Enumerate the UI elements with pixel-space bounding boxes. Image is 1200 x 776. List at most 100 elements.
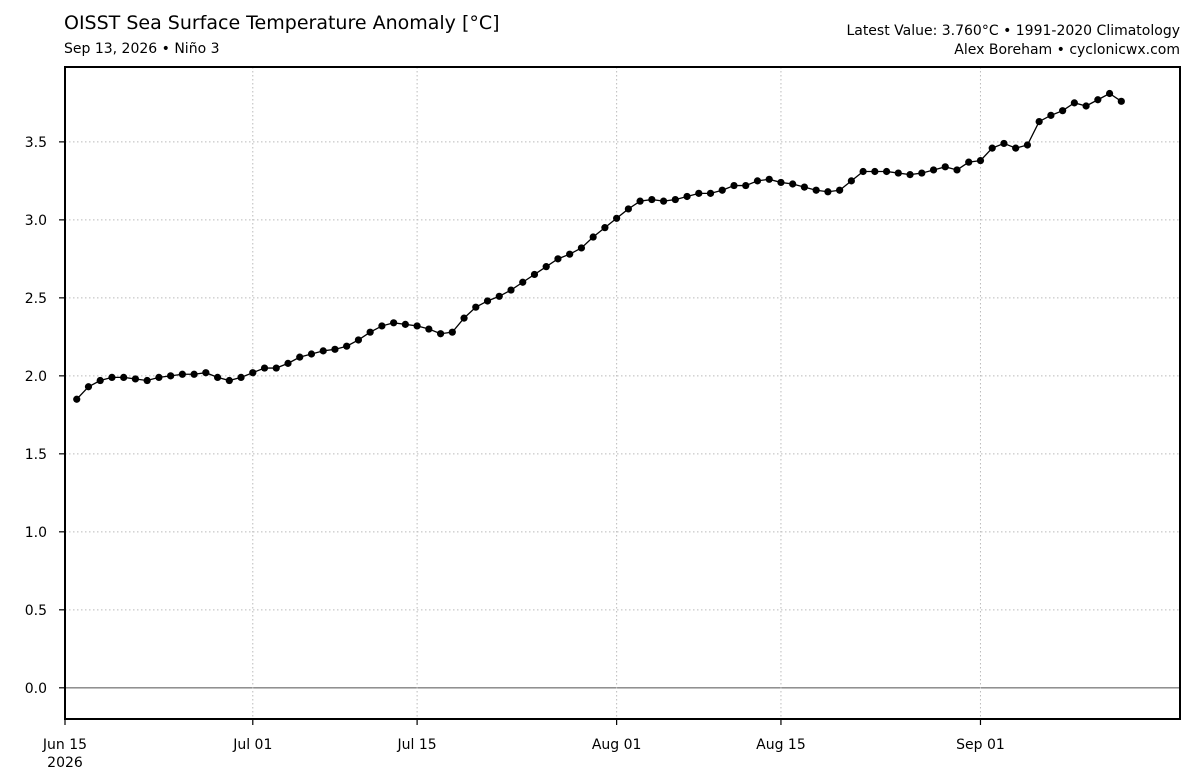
data-point xyxy=(108,373,116,382)
data-point xyxy=(671,195,679,204)
data-point xyxy=(460,314,468,322)
x-tick-label: Sep 01 xyxy=(956,737,1005,753)
data-point xyxy=(120,373,128,382)
chart-title: OISST Sea Surface Temperature Anomaly [°… xyxy=(64,12,500,34)
data-point xyxy=(542,263,550,271)
data-point xyxy=(882,167,891,176)
data-point xyxy=(730,181,738,190)
data-point xyxy=(448,328,456,336)
data-point xyxy=(401,320,409,328)
data-point xyxy=(260,364,269,372)
x-tick-label: Jun 15 xyxy=(42,737,87,753)
y-tick-label: 1.0 xyxy=(25,525,47,541)
data-point xyxy=(765,175,773,183)
data-point xyxy=(753,177,762,185)
data-point xyxy=(918,169,926,177)
data-point xyxy=(530,270,539,279)
data-point xyxy=(742,181,750,190)
data-point xyxy=(296,353,304,361)
x-tick-label: Jul 15 xyxy=(397,737,437,753)
data-point xyxy=(941,163,949,171)
series-line xyxy=(76,92,1122,400)
data-point xyxy=(1070,99,1078,107)
x-tick-sublabel: 2026 xyxy=(47,755,83,771)
data-point xyxy=(307,350,316,358)
data-point xyxy=(894,169,902,177)
data-point xyxy=(706,189,715,197)
data-point xyxy=(953,166,961,174)
data-point xyxy=(237,373,245,382)
data-point xyxy=(695,189,703,197)
y-tick-label: 1.5 xyxy=(25,447,47,463)
y-tick-label: 3.0 xyxy=(25,213,47,229)
data-point xyxy=(648,195,656,204)
grid-layer xyxy=(65,67,1180,719)
data-point xyxy=(859,167,867,176)
data-point xyxy=(284,359,292,367)
data-point xyxy=(472,303,480,311)
data-point xyxy=(718,186,726,194)
chart-subtitle: Sep 13, 2026 • Niño 3 xyxy=(64,41,220,57)
data-point xyxy=(272,364,280,372)
data-point xyxy=(413,322,421,330)
data-point xyxy=(96,376,104,385)
data-point xyxy=(143,376,151,385)
data-point xyxy=(624,205,632,213)
data-point xyxy=(683,192,691,201)
data-point xyxy=(495,292,503,300)
data-point xyxy=(871,167,879,176)
data-point xyxy=(483,297,492,305)
data-point xyxy=(519,278,527,286)
data-point xyxy=(659,197,668,205)
x-tick-label: Aug 01 xyxy=(592,737,642,753)
data-point xyxy=(155,373,163,382)
data-point xyxy=(331,345,339,353)
data-point xyxy=(1105,89,1114,98)
data-point xyxy=(390,319,398,327)
data-point xyxy=(906,171,914,179)
data-point xyxy=(812,186,820,194)
data-point xyxy=(354,336,363,344)
data-point xyxy=(824,188,832,196)
data-point xyxy=(636,197,644,205)
x-tick-label: Aug 15 xyxy=(756,737,806,753)
data-point xyxy=(1000,139,1008,148)
credit-label: Alex Boreham • cyclonicwx.com xyxy=(954,42,1180,58)
data-point xyxy=(73,395,81,403)
data-point xyxy=(1117,97,1125,105)
data-point xyxy=(319,347,327,355)
data-point xyxy=(178,370,186,378)
latest-value-label: Latest Value: 3.760°C • 1991-2020 Climat… xyxy=(846,23,1180,39)
data-point xyxy=(1035,117,1043,126)
plot-frame xyxy=(64,66,1181,720)
data-point xyxy=(225,376,233,385)
data-point xyxy=(965,158,973,166)
y-tick-label: 0.0 xyxy=(25,681,47,697)
data-point xyxy=(789,180,797,188)
data-point xyxy=(84,383,93,391)
data-point xyxy=(366,328,374,336)
data-point xyxy=(425,325,433,333)
data-point xyxy=(249,369,257,377)
data-point xyxy=(131,375,140,383)
data-point xyxy=(1012,144,1020,152)
data-point xyxy=(847,177,855,185)
data-point xyxy=(836,186,844,194)
y-tick-label: 2.5 xyxy=(25,291,47,307)
data-point xyxy=(613,214,621,222)
y-tick-label: 3.5 xyxy=(25,135,47,151)
data-point xyxy=(976,156,985,165)
data-point xyxy=(167,372,175,380)
series-layer xyxy=(73,89,1125,403)
data-point xyxy=(213,373,222,382)
data-point xyxy=(554,255,562,263)
data-point xyxy=(378,322,386,330)
data-point xyxy=(202,369,210,377)
data-point xyxy=(507,286,515,294)
data-point xyxy=(1059,107,1067,115)
data-point xyxy=(988,144,996,152)
data-point xyxy=(777,178,785,187)
data-point xyxy=(190,370,198,378)
data-point xyxy=(343,342,351,350)
